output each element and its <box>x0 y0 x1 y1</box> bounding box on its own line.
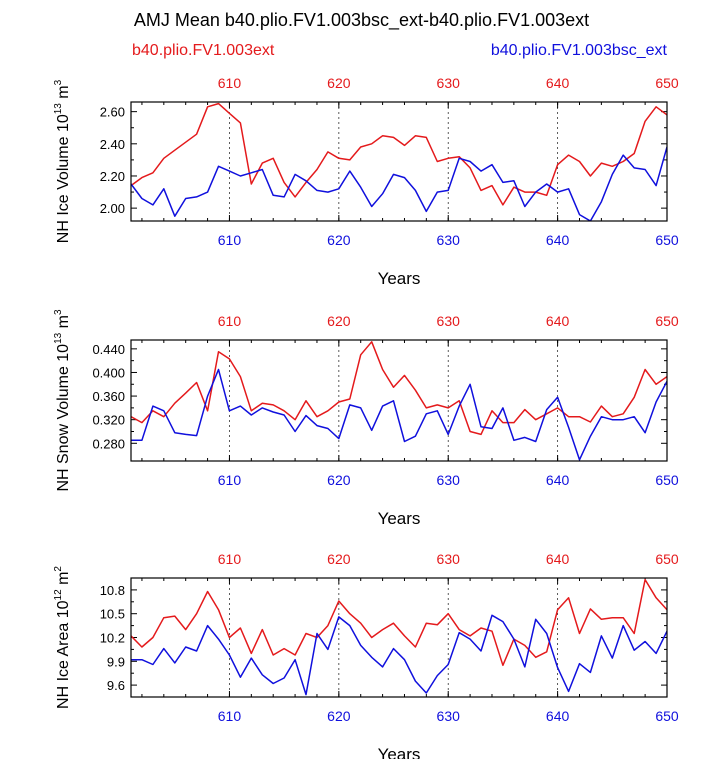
x-axis-title: Years <box>378 269 421 288</box>
x-tick-label-top: 640 <box>546 551 570 567</box>
panel-2: 610 610 620 620 630 630 640 640 650 650 0.280 0.320… <box>53 309 679 528</box>
x-tick-label-top: 630 <box>437 75 461 91</box>
y-tick-label: 0.440 <box>92 342 125 357</box>
y-tick-label: 0.400 <box>92 365 125 380</box>
x-tick-label-top: 610 <box>218 75 242 91</box>
y-tick-label: 10.2 <box>100 631 125 646</box>
x-tick-label-bottom: 610 <box>218 708 242 724</box>
x-tick-label-bottom: 630 <box>437 472 461 488</box>
x-tick-label-top: 650 <box>655 551 679 567</box>
y-tick-label: 0.320 <box>92 413 125 428</box>
series-line-bsc-ext <box>131 146 667 221</box>
x-tick-label-top: 610 <box>218 551 242 567</box>
x-tick-label-top: 620 <box>327 551 351 567</box>
series-line-ext <box>131 578 667 667</box>
x-tick-label-top: 620 <box>327 313 351 329</box>
y-axis-title: NH Snow Volume 1013 m3 <box>53 309 72 492</box>
x-axis-title: Years <box>378 745 421 759</box>
y-axis-title: NH Ice Area 1012 m2 <box>53 566 72 709</box>
x-tick-label-bottom: 650 <box>655 472 679 488</box>
x-tick-label-bottom: 620 <box>327 472 351 488</box>
x-tick-label-bottom: 620 <box>327 232 351 248</box>
y-axis-title: NH Ice Volume 1013 m3 <box>53 79 72 243</box>
x-axis-title: Years <box>378 509 421 528</box>
y-tick-label: 2.00 <box>100 201 125 216</box>
x-tick-label-top: 640 <box>546 75 570 91</box>
y-tick-label: 9.6 <box>107 678 125 693</box>
x-tick-label-top: 640 <box>546 313 570 329</box>
y-tick-label: 0.360 <box>92 389 125 404</box>
y-tick-label: 2.40 <box>100 137 125 152</box>
x-tick-label-top: 610 <box>218 313 242 329</box>
x-tick-label-bottom: 610 <box>218 232 242 248</box>
x-tick-label-bottom: 650 <box>655 232 679 248</box>
figure-title: AMJ Mean b40.plio.FV1.003bsc_ext-b40.pli… <box>133 10 590 30</box>
y-tick-label: 9.9 <box>107 654 125 669</box>
x-tick-label-top: 620 <box>327 75 351 91</box>
y-tick-label: 10.8 <box>100 583 125 598</box>
y-tick-label: 2.60 <box>100 105 125 120</box>
panel-1: 610 610 620 620 630 630 640 640 650 650 2.00 2.20 2.… <box>53 75 679 288</box>
x-tick-label-bottom: 640 <box>546 472 570 488</box>
plot-frame <box>130 577 668 698</box>
x-tick-label-top: 650 <box>655 75 679 91</box>
panel-3: 610 610 620 620 630 630 640 640 650 650 9.6 9.9 10.2… <box>53 551 679 759</box>
x-tick-label-bottom: 610 <box>218 472 242 488</box>
y-tick-label: 2.20 <box>100 169 125 184</box>
series-line-ext <box>131 102 667 206</box>
y-tick-label: 10.5 <box>100 607 125 622</box>
x-tick-label-bottom: 630 <box>437 708 461 724</box>
x-tick-label-bottom: 640 <box>546 232 570 248</box>
x-tick-label-bottom: 640 <box>546 708 570 724</box>
legend-label-bsc-ext: b40.plio.FV1.003bsc_ext <box>490 42 667 59</box>
x-tick-label-top: 650 <box>655 313 679 329</box>
series-line-bsc-ext <box>131 368 667 461</box>
x-tick-label-bottom: 620 <box>327 708 351 724</box>
series-line-bsc-ext <box>131 614 667 696</box>
series-line-ext <box>131 341 667 436</box>
plot-frame <box>130 339 668 462</box>
x-tick-label-bottom: 630 <box>437 232 461 248</box>
y-tick-label: 0.280 <box>92 436 125 451</box>
x-tick-label-top: 630 <box>437 313 461 329</box>
plot-frame <box>130 101 668 222</box>
x-tick-label-top: 630 <box>437 551 461 567</box>
x-tick-label-bottom: 650 <box>655 708 679 724</box>
legend-label-ext: b40.plio.FV1.003ext <box>132 42 275 59</box>
